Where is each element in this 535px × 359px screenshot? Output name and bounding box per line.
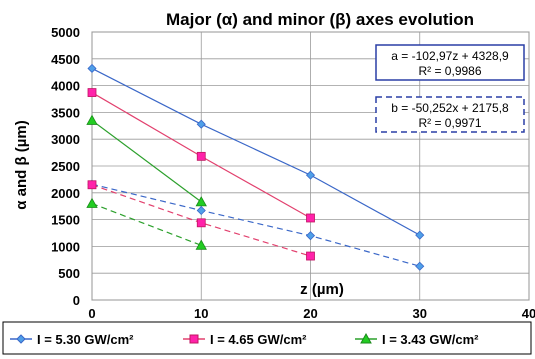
data-point (196, 119, 206, 129)
y-tick-label: 4000 (51, 79, 80, 94)
data-point (305, 231, 316, 241)
y-tick-label: 5000 (51, 25, 80, 40)
legend: I = 5.30 GW/cm² I = 4.65 GW/cm² I = 3.43… (2, 321, 532, 355)
data-point (415, 230, 425, 240)
series-major-2 (87, 88, 315, 223)
y-tick-label: 1000 (51, 239, 80, 254)
y-axis-label: α and β (µm) (13, 120, 30, 210)
y-tick-label: 2000 (51, 186, 80, 201)
series-minor-2 (87, 180, 315, 261)
series-minor-1 (87, 179, 425, 271)
y-tick-label: 3000 (51, 132, 80, 147)
series-line (91, 202, 202, 246)
data-point (195, 239, 207, 250)
data-point (86, 197, 98, 208)
data-point (415, 261, 425, 271)
y-tick-label: 2500 (51, 159, 80, 174)
series-line (91, 119, 202, 203)
series-line (91, 183, 420, 267)
equation-a-line2: R² = 0,9986 (418, 64, 481, 78)
data-point (86, 114, 98, 125)
legend-label-3: I = 3.43 GW/cm² (382, 332, 479, 347)
series-line (91, 67, 421, 236)
series-major-3 (86, 114, 207, 207)
data-point (87, 88, 97, 97)
data-point (195, 196, 207, 207)
data-point (305, 170, 316, 180)
legend-marker-3 (360, 332, 372, 344)
legend-marker-1 (16, 334, 26, 344)
legend-label-1: I = 5.30 GW/cm² (37, 332, 134, 347)
series-layer (86, 63, 425, 271)
legend-marker-2 (189, 334, 199, 344)
data-point (87, 180, 97, 190)
data-point (306, 251, 315, 261)
equation-box-a: a = -102,97z + 4328,9 R² = 0,9986 (375, 44, 525, 81)
data-point (87, 63, 97, 74)
data-point (196, 205, 206, 216)
equation-box-b: b = -50,252x + 2175,8 R² = 0,9971 (375, 96, 525, 133)
legend-label-2: I = 4.65 GW/cm² (210, 332, 307, 347)
series-minor-3 (86, 197, 207, 250)
x-tick-label: 30 (413, 306, 427, 321)
x-axis-label: z (µm) (300, 281, 344, 298)
chart-title: Major (α) and minor (β) axes evolution (166, 10, 474, 29)
legend-item-2: I = 4.65 GW/cm² (183, 332, 307, 347)
x-tick-label: 40 (522, 306, 535, 321)
equation-b-line2: R² = 0,9971 (418, 116, 481, 130)
x-tick-label: 10 (194, 306, 208, 321)
x-tick-label: 0 (88, 306, 95, 321)
y-tick-label: 3500 (51, 105, 80, 120)
legend-item-3: I = 3.43 GW/cm² (355, 332, 479, 347)
data-point (196, 151, 206, 161)
data-point (196, 218, 206, 228)
y-tick-label: 4500 (51, 52, 80, 67)
equation-b-line1: b = -50,252x + 2175,8 (391, 101, 509, 115)
legend-item-1: I = 5.30 GW/cm² (10, 332, 134, 347)
axes: 0 500 1000 1500 2000 2500 3000 3500 4000 4500 5000… (51, 25, 535, 321)
y-tick-label: 500 (58, 266, 80, 281)
series-major-1 (87, 63, 425, 240)
y-tick-label: 0 (73, 293, 80, 308)
equation-a-line1: a = -102,97z + 4328,9 (391, 49, 509, 63)
x-tick-label: 20 (303, 306, 317, 321)
y-tick-label: 1500 (51, 213, 80, 228)
data-point (306, 213, 315, 223)
